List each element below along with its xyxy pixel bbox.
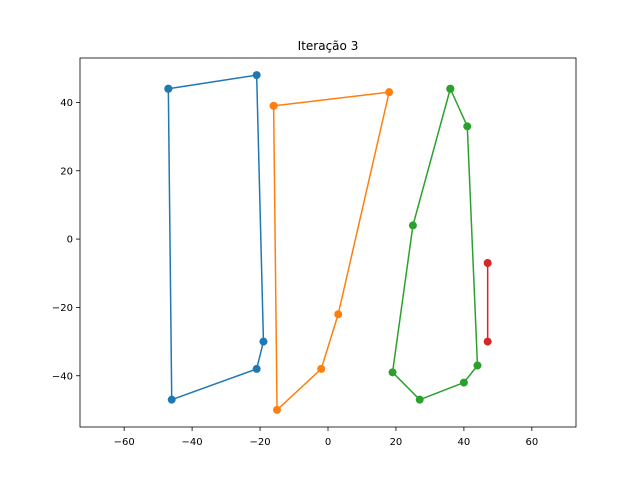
x-tick-label: −40 (182, 437, 203, 448)
series-3-point-8 (446, 84, 455, 93)
series-3-line (391, 88, 479, 401)
x-tick-label: 40 (458, 437, 471, 448)
series-2-point-2 (385, 88, 394, 97)
y-tick-label: 20 (60, 166, 73, 177)
y-tick-label: −40 (52, 371, 73, 382)
x-tick-label: 20 (390, 437, 403, 448)
series-2-point-5 (273, 405, 282, 414)
series-1-point-5 (167, 395, 176, 404)
chart-title: Iteração 3 (298, 39, 359, 53)
x-tick-label: −60 (114, 437, 135, 448)
x-tick-label: −20 (250, 437, 271, 448)
series-3-point-5 (415, 395, 424, 404)
series-3-point-6 (388, 368, 397, 377)
series-2-point-3 (334, 310, 343, 319)
y-tick-label: −20 (52, 303, 73, 314)
series-1-point-3 (259, 337, 268, 346)
series-2-line (272, 91, 390, 411)
series-3-point-7 (408, 221, 417, 230)
y-tick-label: 0 (67, 235, 73, 246)
series-2-point-6 (269, 101, 278, 110)
series-1-point-4 (252, 364, 261, 373)
series-1-point-2 (252, 71, 261, 80)
x-tick-label: 60 (525, 437, 538, 448)
y-tick-label: 40 (60, 98, 73, 109)
x-tick-label: 0 (325, 437, 331, 448)
series-1-point-6 (164, 84, 173, 93)
series-3-point-2 (463, 122, 472, 131)
series-2-point-4 (317, 364, 326, 373)
series-3-point-4 (459, 378, 468, 387)
series-4-point-1 (483, 259, 492, 267)
series-1-line (167, 74, 265, 401)
plot-area: −60 −40 −20 0 20 40 60 −40 −20 0 20 40 (52, 57, 577, 448)
series-3-point-3 (473, 361, 482, 370)
series-4-point-2 (483, 337, 492, 346)
